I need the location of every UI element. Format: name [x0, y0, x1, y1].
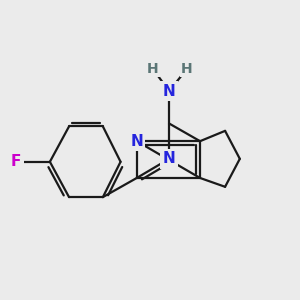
Text: H: H: [181, 62, 193, 76]
Text: N: N: [163, 84, 175, 99]
Text: N: N: [163, 151, 175, 166]
Text: F: F: [11, 154, 21, 169]
Text: N: N: [130, 134, 143, 149]
Text: H: H: [147, 62, 159, 76]
